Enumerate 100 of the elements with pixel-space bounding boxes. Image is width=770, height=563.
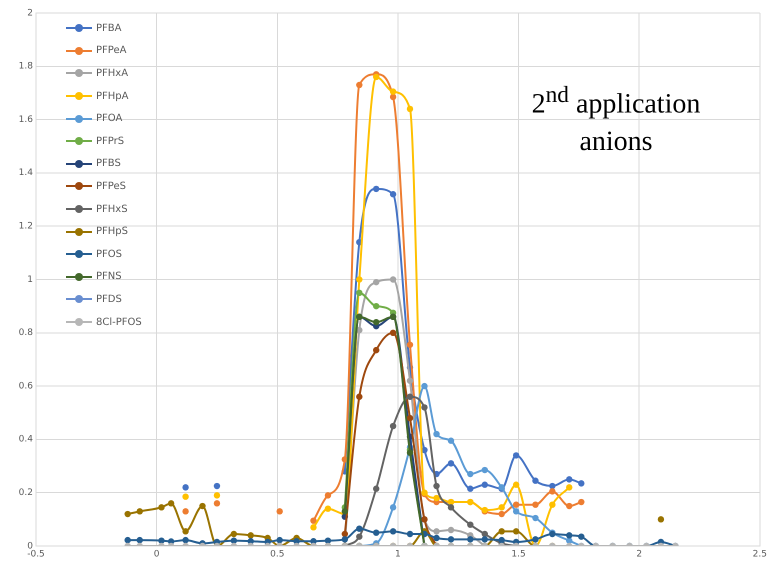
point <box>390 504 396 511</box>
legend-label: PFBA <box>96 22 122 34</box>
point <box>390 330 396 336</box>
point <box>512 501 520 508</box>
point <box>214 492 220 499</box>
x-tick-label: 1.5 <box>511 550 526 560</box>
point <box>124 536 131 544</box>
point <box>448 438 454 444</box>
point <box>549 501 556 508</box>
legend-label: PFHxA <box>96 68 128 79</box>
x-tick-label: 0 <box>154 550 160 560</box>
annotation: 2$^{nd}$ application anions <box>530 81 702 160</box>
y-tick-label: 1.6 <box>18 114 34 125</box>
point <box>136 536 143 544</box>
point <box>373 529 380 536</box>
point <box>390 88 396 95</box>
point <box>310 524 317 531</box>
y-tick-label: 0.8 <box>18 328 34 338</box>
legend-label: PFOA <box>96 113 122 124</box>
point <box>578 533 584 540</box>
point <box>390 528 396 535</box>
legend-label: PFHpS <box>96 226 128 238</box>
point <box>433 494 440 502</box>
point <box>390 276 396 283</box>
point <box>406 378 414 384</box>
point <box>390 422 396 430</box>
legend-label: PFNS <box>96 271 122 282</box>
point <box>532 514 539 522</box>
point <box>158 537 165 544</box>
point <box>310 517 317 524</box>
point <box>448 536 454 543</box>
point <box>482 482 488 488</box>
y-tick-label: 0.4 <box>18 434 34 445</box>
point <box>248 532 254 539</box>
point <box>124 510 131 518</box>
point <box>168 500 174 507</box>
point <box>512 508 520 515</box>
point <box>498 504 505 511</box>
point <box>356 290 363 296</box>
point <box>136 508 143 515</box>
point <box>421 404 428 411</box>
point <box>512 528 520 535</box>
point <box>373 486 380 492</box>
point <box>406 394 414 400</box>
legend-label: PFOS <box>96 248 122 260</box>
point <box>390 94 396 100</box>
point <box>433 534 440 542</box>
point <box>498 536 505 544</box>
point <box>448 526 454 534</box>
point <box>406 342 414 348</box>
point <box>532 478 539 484</box>
point <box>356 82 363 88</box>
point <box>467 486 474 492</box>
point <box>433 528 440 535</box>
point <box>373 346 380 354</box>
point <box>433 482 440 490</box>
y-tick-label: 1 <box>27 274 33 285</box>
legend-label: PFPeS <box>96 180 126 192</box>
point <box>324 537 332 544</box>
x-tick-label: 0.5 <box>270 550 284 560</box>
point <box>421 382 428 390</box>
point <box>448 504 454 511</box>
point <box>512 482 520 488</box>
point <box>373 74 380 80</box>
point <box>467 536 474 543</box>
point <box>406 106 414 112</box>
point <box>373 278 380 286</box>
point <box>406 450 414 456</box>
point <box>406 530 414 538</box>
legend-label: PFPrS <box>96 136 124 147</box>
point <box>373 302 380 310</box>
point <box>498 528 505 535</box>
legend-label: PFHpA <box>96 90 128 102</box>
legend-label: PFHxS <box>96 204 128 215</box>
point <box>373 318 380 326</box>
point <box>467 521 474 528</box>
point <box>433 430 440 438</box>
x-tick-label: -0.5 <box>27 550 45 560</box>
x-tick-label: 2 <box>636 550 642 560</box>
y-tick-label: 2 <box>27 8 33 18</box>
point <box>578 498 584 506</box>
point <box>467 470 474 478</box>
point <box>342 508 348 515</box>
point <box>566 532 572 539</box>
point <box>158 504 165 511</box>
point <box>356 533 363 540</box>
point <box>448 460 454 467</box>
point <box>373 186 380 192</box>
point <box>342 530 348 538</box>
y-tick-label: 0.6 <box>18 381 34 392</box>
point <box>182 528 189 535</box>
point <box>549 488 556 495</box>
point <box>356 525 363 532</box>
point <box>324 492 332 499</box>
point <box>566 502 572 510</box>
y-tick-label: 1.8 <box>18 62 34 72</box>
point <box>276 536 283 544</box>
point <box>658 516 664 523</box>
point <box>182 508 189 515</box>
legend-label: 8Cl-PFOS <box>96 316 142 328</box>
